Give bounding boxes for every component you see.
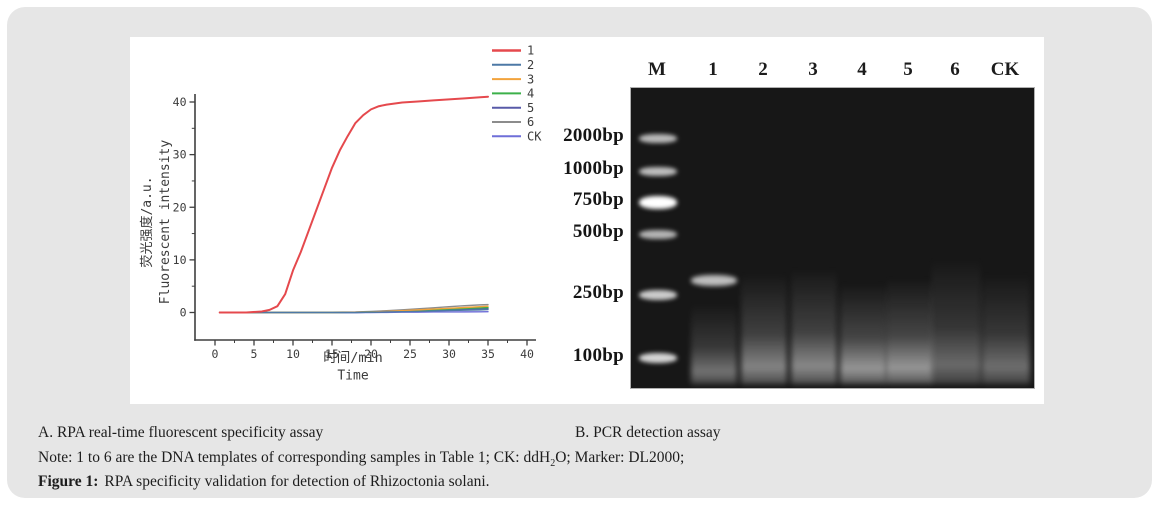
sample-band-lane-1	[691, 274, 737, 286]
y-tick-label: 40	[173, 95, 187, 109]
y-tick-label: 0	[180, 306, 187, 320]
marker-size-label: 750bp	[572, 189, 624, 210]
panel-a-caption: A. RPA real-time fluorescent specificity…	[38, 424, 324, 441]
figure-caption-label: Figure 1:	[38, 473, 99, 490]
marker-band-100bp	[639, 353, 677, 363]
marker-size-label: 100bp	[572, 345, 624, 366]
note-text-before: Note: 1 to 6 are the DNA templates of co…	[38, 449, 551, 466]
marker-band-2000bp	[639, 133, 677, 143]
marker-size-label: 250bp	[572, 282, 624, 303]
series-line-1	[218, 95, 489, 314]
smear-lane-2	[741, 273, 787, 384]
gel-electrophoresis-image	[630, 87, 1035, 389]
marker-band-1000bp	[639, 166, 677, 176]
marker-size-label: 1000bp	[563, 158, 624, 179]
marker-band-750bp	[639, 195, 677, 209]
figure-note: Note: 1 to 6 are the DNA templates of co…	[38, 449, 684, 469]
y-axis-title-zh: 荧光强度/a.u.	[139, 176, 155, 267]
x-axis-title-zh: 时间/min	[323, 350, 383, 366]
figure-caption-text: RPA specificity validation for detection…	[104, 473, 490, 490]
smear-lane-1	[691, 303, 737, 384]
lane-label-3: 3	[808, 59, 818, 80]
lane-label-6: 6	[950, 59, 960, 80]
lane-label-5: 5	[903, 59, 913, 80]
marker-size-label: 2000bp	[563, 125, 624, 146]
x-tick-label: 10	[286, 347, 300, 361]
smear-lane-6	[931, 258, 981, 384]
x-tick-label: 20	[364, 347, 378, 361]
figure-card: 0 5 10 15 20 25 30 35 40 0 10 20 30 40 时间/min Time 荧光强度/…	[7, 7, 1152, 498]
legend-label-5: 5	[527, 101, 534, 115]
lane-label-2: 2	[758, 59, 768, 80]
smear-lane-4	[840, 283, 886, 384]
smear-lane-CK	[982, 273, 1030, 384]
x-tick-label: 25	[403, 347, 417, 361]
lane-label-1: 1	[708, 59, 718, 80]
x-tick-label: 30	[442, 347, 456, 361]
note-subscript: 2	[550, 458, 556, 470]
x-tick-label: 5	[251, 347, 258, 361]
legend-label-3: 3	[527, 72, 534, 86]
y-tick-label: 20	[173, 200, 187, 214]
x-axis-title-en: Time	[337, 369, 368, 384]
note-text-after: O; Marker: DL2000;	[555, 449, 685, 466]
legend-label-CK: CK	[527, 130, 542, 144]
gel-marker-labels: 2000bp 1000bp 750bp 500bp 250bp 100bp	[534, 87, 626, 389]
series-line-2	[218, 308, 489, 314]
lane-label-M: M	[648, 59, 666, 80]
gel-lane-labels: M 1 2 3 4 5 6 CK	[630, 59, 1035, 85]
figure-caption: Figure 1: RPA specificity validation for …	[38, 473, 490, 491]
marker-size-label: 500bp	[572, 221, 624, 242]
y-tick-label: 10	[173, 253, 187, 267]
lane-label-4: 4	[857, 59, 867, 80]
x-tick-label: 0	[212, 347, 219, 361]
rpa-fluorescence-chart: 0 5 10 15 20 25 30 35 40010203040时间/minTime荧光强度/…	[139, 44, 542, 384]
smear-lane-3	[791, 268, 837, 384]
marker-band-500bp	[639, 229, 677, 239]
y-axis-title-en: Fluorescent intensity	[158, 140, 173, 305]
x-tick-label: 35	[481, 347, 495, 361]
legend-label-2: 2	[527, 58, 534, 72]
legend-label-4: 4	[527, 87, 534, 101]
legend-label-6: 6	[527, 115, 534, 129]
legend-label-1: 1	[527, 44, 534, 58]
y-tick-label: 30	[173, 148, 187, 162]
lane-label-CK: CK	[990, 59, 1020, 80]
smear-lane-5	[886, 278, 932, 384]
x-tick-label: 15	[325, 347, 339, 361]
panel-b-caption: B. PCR detection assay	[575, 424, 721, 441]
x-tick-label: 40	[520, 347, 534, 361]
marker-band-250bp	[639, 290, 677, 300]
